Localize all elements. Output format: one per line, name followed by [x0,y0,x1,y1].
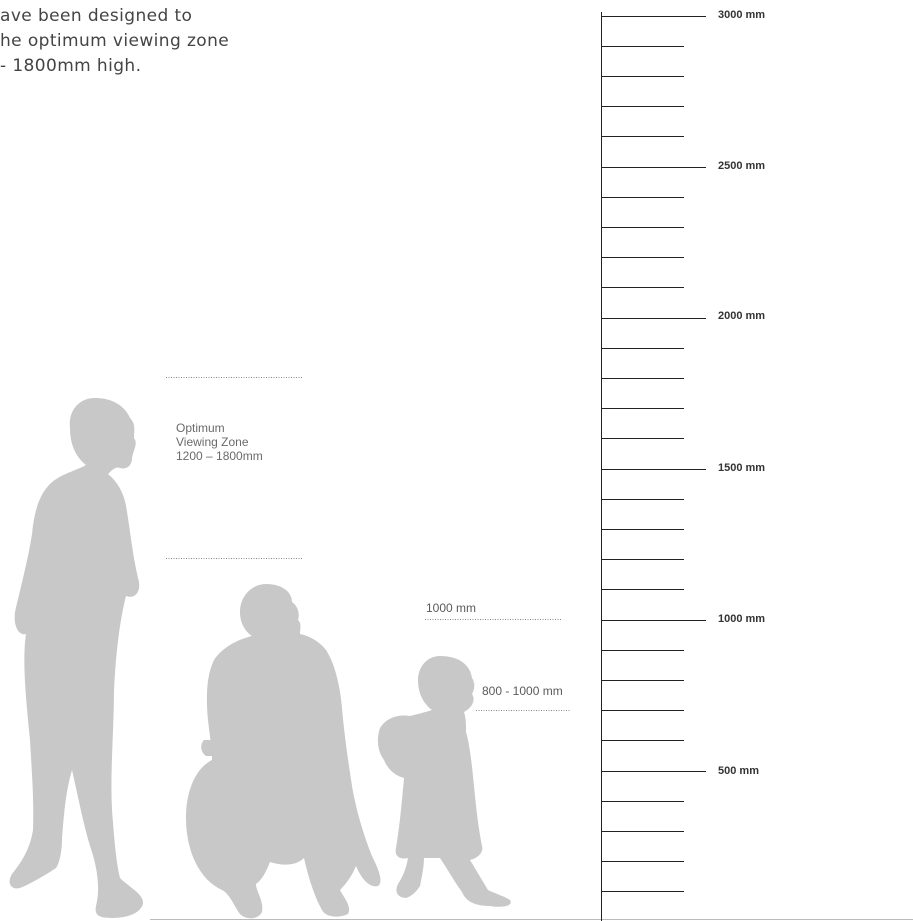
wheelchair-reach-label: 1000 mm [426,601,477,615]
intro-line-3: - 1800mm high. [0,56,142,76]
scale-label-1500: 1500 mm [718,462,766,474]
intro-text: ave been designed to he optimum viewing … [0,4,300,79]
zone-line-2: Viewing Zone [176,435,249,449]
scale-label-2000: 2000 mm [718,310,766,322]
intro-line-1: ave been designed to [0,6,193,26]
standing-adult-silhouette [9,398,144,918]
scale-label-3000: 3000 mm [718,9,766,21]
scale-label-1000: 1000 mm [718,613,766,625]
scale-ticks [601,16,706,892]
child-silhouette [377,656,511,907]
scale-label-2500: 2500 mm [718,160,766,172]
child-reach-label: 800 - 1000 mm [482,684,563,698]
scale-label-500: 500 mm [718,765,759,777]
wheelchair-user-silhouette [186,584,381,919]
zone-line-1: Optimum [176,421,225,435]
zone-line-3: 1200 – 1800mm [176,449,263,463]
intro-line-2: he optimum viewing zone [0,31,230,51]
optimum-zone-label: Optimum Viewing Zone 1200 – 1800mm [176,421,263,463]
